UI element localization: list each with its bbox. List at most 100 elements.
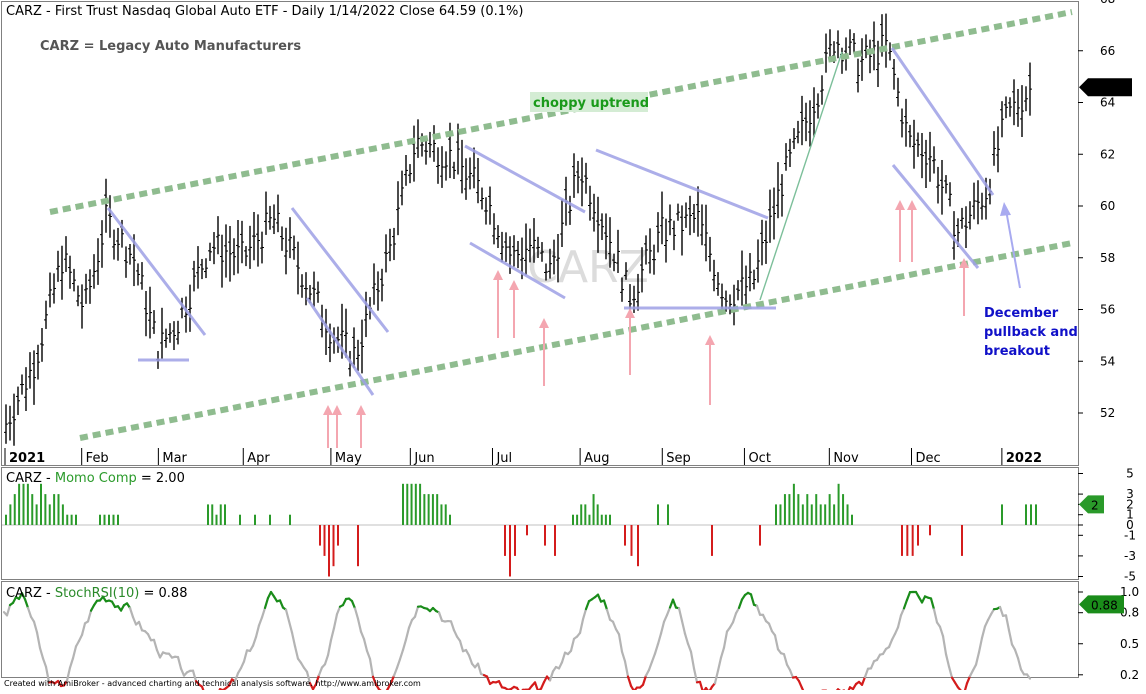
momo-last-value-tag: 2 <box>1079 495 1104 513</box>
price-ytick-label: 54 <box>1100 354 1115 368</box>
stochrsi-segment <box>73 646 76 658</box>
pink-up-arrow-head <box>539 318 549 328</box>
momo-ytick-label: -5 <box>1124 570 1136 584</box>
stochrsi-segment <box>871 661 874 668</box>
stochrsi-segment <box>598 595 601 602</box>
pink-up-arrow-head <box>509 280 519 290</box>
stochrsi-segment <box>130 608 133 617</box>
stochrsi-segment <box>721 648 724 658</box>
momo-ytick-label: -1 <box>1124 528 1136 542</box>
pink-up-arrow <box>356 405 366 448</box>
stochrsi-segment <box>328 640 331 655</box>
stochrsi-segment <box>397 659 400 668</box>
price-ytick-label: 58 <box>1100 251 1115 265</box>
stochrsi-segment <box>691 652 694 669</box>
jun-falling-trendline <box>465 146 585 212</box>
month-label: Dec <box>915 451 940 466</box>
chart-subtitle: CARZ = Legacy Auto Manufacturers <box>40 39 301 54</box>
stochrsi-segment <box>295 646 298 658</box>
stochrsi-segment <box>331 628 334 640</box>
stochrsi-segment <box>7 605 10 615</box>
stochrsi-segment <box>733 613 736 622</box>
stochrsi-segment <box>739 599 742 607</box>
stochrsi-segment <box>415 607 418 617</box>
pink-up-arrow <box>907 200 917 262</box>
stochrsi-segment <box>1015 650 1018 658</box>
footer-credit: Created with AmiBroker - advanced charti… <box>4 679 421 688</box>
blue-arrow <box>1000 202 1020 288</box>
stochrsi-segment <box>571 639 574 651</box>
stochrsi-segment <box>409 620 412 628</box>
stochrsi-segment <box>724 632 727 648</box>
blue-arrow-shaft <box>1006 210 1020 288</box>
stochrsi-segment <box>403 640 406 650</box>
momo-panel-title: CARZ - Momo Comp = 2.00 <box>6 471 185 486</box>
price-ytick-label: 52 <box>1100 406 1115 420</box>
stochrsi-segment <box>337 607 340 614</box>
month-label: Aug <box>584 451 609 466</box>
stochrsi-segment <box>622 652 625 662</box>
stochrsi-segment <box>625 661 628 676</box>
stochrsi-segment <box>34 622 37 633</box>
stochrsi-segment <box>931 598 934 609</box>
stochrsi-segment <box>688 644 691 652</box>
stochrsi-segment <box>550 671 553 680</box>
pink-up-arrow-head <box>907 200 917 210</box>
stochrsi-segment <box>70 658 73 667</box>
price-layer <box>4 14 1032 446</box>
stochrsi-segment <box>562 653 565 663</box>
stochrsi-segment <box>694 668 697 682</box>
month-label: 2021 <box>9 451 45 466</box>
stochrsi-segment <box>682 621 685 634</box>
stochrsi-segment <box>790 670 793 678</box>
stochrsi-segment <box>370 659 373 677</box>
stochrsi-segment <box>946 654 949 666</box>
dec-lower-trendline <box>893 165 978 268</box>
stochrsi-segment <box>655 644 658 654</box>
price-ytick-label: 60 <box>1100 199 1115 213</box>
stochrsi-segment <box>289 621 292 632</box>
pink-up-arrow <box>895 200 905 262</box>
stochrsi-segment <box>364 639 367 651</box>
pink-up-arrow <box>539 318 549 386</box>
pink-up-arrow <box>625 308 635 375</box>
pink-up-arrow-head <box>332 405 342 415</box>
stochrsi-segment <box>325 655 328 664</box>
stochrsi-segment <box>280 600 283 607</box>
stochrsi-segment <box>949 667 952 678</box>
stochrsi-segment <box>982 626 985 638</box>
stochrsi-last-value-tag: 0.88 <box>1079 595 1124 613</box>
stochrsi-segment <box>469 655 472 663</box>
stochrsi-segment <box>439 612 442 620</box>
price-ytick-label: 56 <box>1100 303 1115 317</box>
month-label: Sep <box>666 451 691 466</box>
stochrsi-segment <box>355 608 358 618</box>
overlay-layer <box>50 12 1072 448</box>
price-panel-frame <box>2 2 1079 466</box>
stochrsi-segment <box>139 622 142 630</box>
stochrsi-segment <box>460 641 463 651</box>
stochrsi-segment <box>580 619 583 633</box>
stochrsi-segment <box>256 625 259 637</box>
stochrsi-segment <box>265 598 268 608</box>
stochrsi-segment <box>604 600 607 609</box>
price-last-value-tag: 64.59 <box>1079 78 1132 96</box>
stochrsi-segment <box>862 677 865 685</box>
stochrsi-segment <box>679 608 682 621</box>
stochrsi-segment <box>286 610 289 621</box>
stochrsi-segment <box>607 610 610 620</box>
month-label: Nov <box>833 451 859 466</box>
december-annotation-line-2: pullback and <box>984 325 1078 340</box>
pink-up-arrow <box>493 270 503 338</box>
december-annotation-line-3: breakout <box>984 344 1050 359</box>
month-label: Jul <box>495 451 512 466</box>
stochrsi-segment <box>904 600 907 608</box>
month-label: Mar <box>162 451 187 466</box>
stochrsi-segment <box>784 654 787 665</box>
pink-up-arrow-head <box>356 405 366 415</box>
momo-last-value-tag-text: 2 <box>1091 498 1099 512</box>
stochrsi-segment <box>964 683 967 690</box>
pink-up-arrow <box>959 258 969 316</box>
stochrsi-segment <box>685 634 688 644</box>
